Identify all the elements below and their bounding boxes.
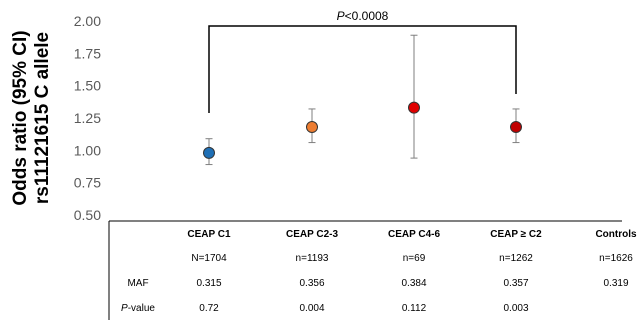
table-row-label: P-value: [121, 303, 155, 314]
table-value-cell: 0.356: [299, 278, 324, 289]
y-axis-title-line: rs11121615 C allele: [32, 32, 53, 204]
table-n-cell: n=1262: [499, 253, 533, 264]
table-header-cell: Controls: [595, 229, 637, 240]
table-value-cell: 0.357: [503, 278, 528, 289]
table-n-cell: n=69: [403, 253, 426, 264]
table-value-cell: 0.004: [299, 303, 324, 314]
y-tick-label: 0.50: [74, 207, 101, 223]
table-n-cell: N=1704: [191, 253, 227, 264]
table-header-cell: CEAP C1: [187, 229, 231, 240]
y-tick-label: 1.00: [74, 142, 101, 158]
data-point: [307, 122, 318, 133]
table-value-cell: 0.003: [503, 303, 528, 314]
table-value-cell: 0.112: [402, 303, 427, 314]
data-point: [511, 122, 522, 133]
table-value-cell: 0.384: [401, 278, 426, 289]
y-axis-title-line: Odds ratio (95% CI): [10, 30, 31, 205]
significance-bracket: P<0.0008: [209, 9, 516, 113]
table-n-cell: n=1626: [599, 253, 633, 264]
table-header-cell: CEAP C4-6: [388, 229, 440, 240]
table-value-cell: 0.72: [199, 303, 219, 314]
data-markers: [204, 35, 522, 164]
bracket-line: [209, 26, 516, 113]
data-point: [409, 102, 420, 113]
table-header-cell: CEAP ≥ C2: [490, 229, 542, 240]
p-value-annotation: P<0.0008: [337, 9, 389, 23]
data-point: [204, 147, 215, 158]
table-row-label: MAF: [127, 278, 148, 289]
y-tick-label: 1.25: [74, 110, 101, 126]
y-tick-label: 2.00: [74, 13, 101, 29]
y-tick-label: 1.75: [74, 45, 101, 61]
y-axis-label: Odds ratio (95% CI) rs11121615 C allele: [10, 30, 53, 205]
table-n-cell: n=1193: [296, 253, 329, 264]
data-table: CEAP C1 CEAP C2-3 CEAP C4-6 CEAP ≥ C2 Contro…: [109, 221, 637, 320]
y-tick-label: 1.50: [74, 78, 101, 94]
table-value-cell: 0.315: [196, 278, 221, 289]
table-header-cell: CEAP C2-3: [286, 229, 338, 240]
table-value-cell: 0.319: [603, 278, 628, 289]
y-axis: 0.50 0.75 1.00 1.25 1.50 1.75 2.00: [74, 13, 101, 223]
y-tick-label: 0.75: [74, 175, 101, 191]
